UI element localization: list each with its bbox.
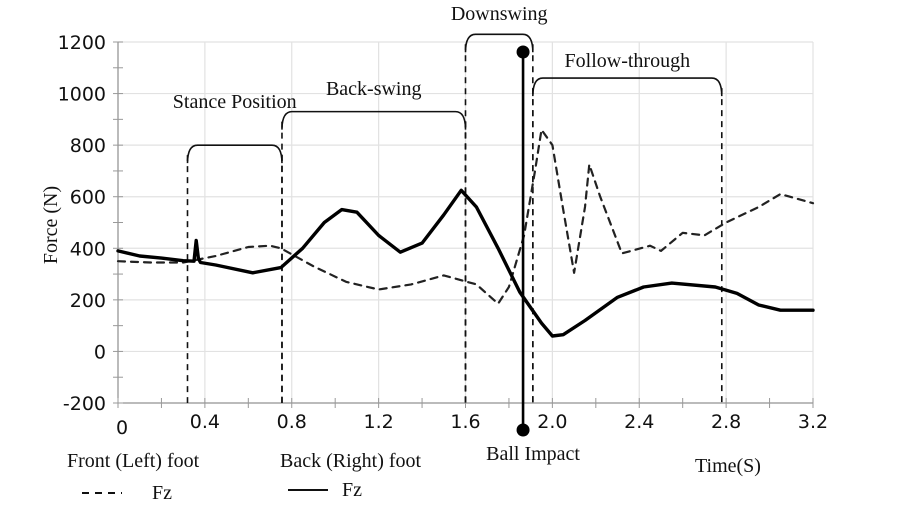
phase-label: Back-swing [326, 78, 422, 100]
legend-front-label: Fz [152, 482, 172, 504]
phase-label: Follow-through [565, 50, 691, 72]
ball-impact-label: Ball Impact [486, 443, 580, 465]
x-tick-label: 0 [116, 417, 128, 439]
series-front-left-foot [116, 128, 815, 305]
phase-bracket [464, 33, 534, 53]
y-tick-label: -200 [63, 393, 106, 415]
y-tick-label: 800 [70, 135, 106, 157]
x-tick-label: 0.8 [277, 411, 307, 433]
x-tick-label: 3.2 [798, 411, 828, 433]
ball-impact-dot-top [516, 45, 530, 59]
legend-back-title: Back (Right) foot [280, 450, 422, 472]
y-tick-label: 1000 [58, 84, 106, 106]
y-tick-label: 600 [70, 187, 106, 209]
phase-bracket [186, 144, 283, 164]
y-tick-label: 0 [94, 341, 106, 363]
x-axis-label: Time(S) [695, 455, 761, 477]
series-lines [116, 128, 815, 338]
y-tick-label: 200 [70, 290, 106, 312]
x-tick-label: 2.8 [711, 411, 741, 433]
x-tick-label: 0.4 [190, 411, 220, 433]
ball-impact-dot-bottom [516, 423, 530, 437]
y-tick-label: 1200 [58, 32, 106, 54]
legend-back-label: Fz [342, 479, 362, 501]
legend-front-title: Front (Left) foot [67, 450, 200, 472]
phase-bracket [281, 110, 467, 130]
ball-impact-marker: Ball Impact [486, 45, 580, 465]
x-tick-label: 1.2 [364, 411, 394, 433]
x-tick-label: 2.4 [624, 411, 654, 433]
series-back-right-foot [116, 188, 815, 338]
phase-brackets: Stance Position Back-swing Downswing Follow… [173, 3, 723, 403]
legend: Front (Left) foot Fz Back (Right) foot F… [67, 450, 422, 504]
phase-label: Stance Position [173, 91, 297, 113]
y-tick-label: 400 [70, 238, 106, 260]
y-axis-label: Force (N) [40, 186, 62, 264]
x-tick-label: 1.6 [450, 411, 480, 433]
phase-label: Downswing [451, 3, 548, 25]
x-tick-label: 2.0 [537, 411, 567, 433]
axes [113, 41, 814, 408]
phase-bracket [532, 77, 723, 97]
tick-labels: 1200 1000 800 600 400 200 0 -200 0 0.4 0.8 1.2 1.6 2.… [58, 32, 828, 439]
